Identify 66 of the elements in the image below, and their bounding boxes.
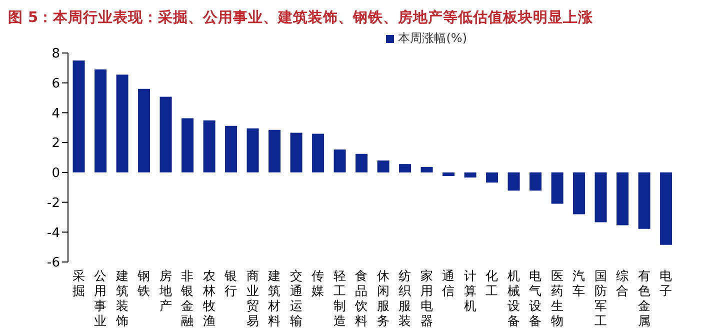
bar [573,172,586,214]
x-tick-label: 计算机 [464,268,477,313]
y-tick-label: -2 [47,196,60,211]
x-tick-label: 商业贸易 [246,268,260,328]
x-tick-label: 纺织服装 [398,268,412,328]
bar [225,126,238,172]
bar [94,69,107,172]
bar [638,172,650,229]
x-tick-label: 房地产 [158,268,172,313]
x-tick-label: 钢铁 [136,268,151,298]
bar [530,172,542,191]
y-tick-label: 0 [52,166,60,182]
x-tick-label: 农林牧渔 [202,268,216,328]
x-tick-label: 轻工制造 [333,268,346,328]
bar [138,88,150,172]
y-tick-label: 8 [52,46,60,62]
bar [616,172,629,226]
y-tick-label: 6 [52,76,60,92]
x-tick-label: 国防军工 [594,268,608,328]
x-tick-label: 机械设备 [507,268,520,328]
bar [160,96,172,172]
bar [246,128,259,172]
x-tick-label: 非银金融 [180,268,194,328]
x-tick-label: 银行 [224,268,238,298]
bar [116,74,128,172]
x-tick-label: 医药生物 [550,268,564,328]
x-tick-label: 通信 [442,268,456,298]
x-tick-label: 汽车 [572,268,586,298]
chart-title: 图 5：本周行业表现：采掘、公用事业、建筑装饰、钢铁、房地产等低估值板块明显上涨 [8,8,594,28]
y-tick-label: -4 [47,226,60,241]
x-tick-label: 电气设备 [529,268,542,328]
x-tick-label: 采掘 [72,268,86,298]
x-tick-label: 电子 [660,268,673,298]
bar [464,172,476,178]
bar [399,164,412,172]
y-tick-label: 4 [52,106,60,122]
x-tick-label: 食品饮料 [354,268,368,328]
x-tick-label: 建筑材料 [267,268,282,328]
bar [508,172,520,191]
x-tick-label: 综合 [616,268,630,298]
bar [203,120,216,172]
bar [290,132,302,172]
bar [377,160,390,172]
x-tick-label: 化工 [486,268,499,298]
bar [442,172,455,176]
x-tick-label: 传媒 [312,268,325,298]
x-tick-label: 交通运输 [290,268,303,328]
bar [312,134,324,172]
bar [268,130,281,172]
bar [420,166,433,172]
bar [594,172,607,222]
x-tick-label: 有色金属 [638,268,651,328]
x-tick-label: 家用电器 [420,268,434,328]
x-tick-label: 建筑装饰 [114,268,129,328]
bar [182,118,194,172]
bar [356,154,368,172]
bar [72,60,85,172]
legend-label: 本周涨幅(%) [398,31,467,45]
bar [334,149,346,172]
x-tick-label: 公用事业 [94,268,108,328]
x-tick-label: 休闲服务 [376,268,390,328]
y-tick-label: 2 [52,136,60,152]
bar [551,172,564,204]
y-tick-label: -6 [47,256,60,271]
bar [486,172,498,183]
bar [660,172,672,245]
